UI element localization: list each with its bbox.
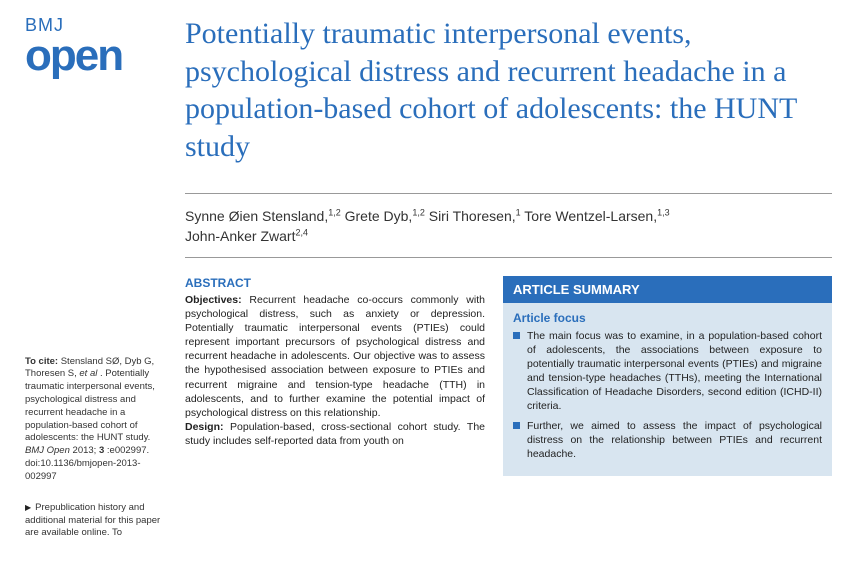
citation-etal: et al bbox=[79, 368, 97, 379]
design-label: Design: bbox=[185, 421, 224, 433]
abstract-text: Objectives: Recurrent headache co-occurs… bbox=[185, 293, 485, 449]
design-text: Population-based, cross-sectional cohort… bbox=[185, 421, 485, 447]
divider-top bbox=[185, 193, 832, 194]
summary-header: ARTICLE SUMMARY bbox=[503, 276, 832, 303]
list-item: Further, we aimed to assess the impact o… bbox=[513, 419, 822, 462]
citation-body: . Potentially traumatic interpersonal ev… bbox=[25, 368, 155, 443]
citation-block: To cite: Stensland SØ, Dyb G, Thoresen S… bbox=[25, 356, 165, 484]
journal-logo: BMJ open bbox=[25, 15, 165, 76]
content-row: ABSTRACT Objectives: Recurrent headache … bbox=[185, 276, 832, 477]
author: Tore Wentzel-Larsen,1,3 bbox=[524, 208, 669, 224]
summary-column: ARTICLE SUMMARY Article focus The main f… bbox=[503, 276, 832, 477]
page-root: BMJ open To cite: Stensland SØ, Dyb G, T… bbox=[0, 0, 857, 555]
citation-journal: BMJ Open bbox=[25, 445, 70, 456]
main-column: Potentially traumatic interpersonal even… bbox=[185, 15, 832, 540]
left-column: BMJ open To cite: Stensland SØ, Dyb G, T… bbox=[25, 15, 165, 540]
author: Grete Dyb,1,2 bbox=[345, 208, 425, 224]
author-list: Synne Øien Stensland,1,2 Grete Dyb,1,2 S… bbox=[185, 206, 832, 247]
article-title: Potentially traumatic interpersonal even… bbox=[185, 15, 832, 165]
citation-year: 2013; bbox=[73, 445, 97, 456]
author: Siri Thoresen,1 bbox=[429, 208, 521, 224]
author: Synne Øien Stensland,1,2 bbox=[185, 208, 341, 224]
article-focus-heading: Article focus bbox=[513, 311, 822, 325]
prepublication-note: Prepublication history and additional ma… bbox=[25, 502, 165, 540]
citation-prefix: To cite: bbox=[25, 356, 58, 367]
abstract-column: ABSTRACT Objectives: Recurrent headache … bbox=[185, 276, 485, 477]
author: John-Anker Zwart2,4 bbox=[185, 228, 308, 244]
abstract-heading: ABSTRACT bbox=[185, 276, 485, 290]
article-focus-list: The main focus was to examine, in a popu… bbox=[513, 329, 822, 462]
list-item: The main focus was to examine, in a popu… bbox=[513, 329, 822, 414]
citation-vol: 3 bbox=[99, 445, 104, 456]
divider-bottom bbox=[185, 257, 832, 258]
summary-body: Article focus The main focus was to exam… bbox=[503, 303, 832, 477]
objectives-label: Objectives: bbox=[185, 294, 242, 306]
logo-bottom: open bbox=[25, 36, 165, 76]
objectives-text: Recurrent headache co-occurs commonly wi… bbox=[185, 294, 485, 419]
